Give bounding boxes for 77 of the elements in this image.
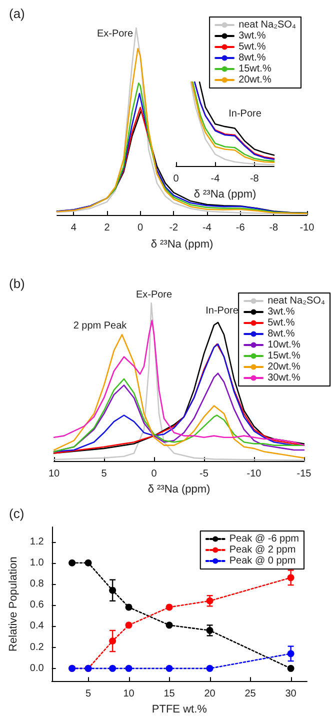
point: [84, 559, 92, 566]
x-tick-label: 20: [204, 688, 216, 700]
point: [206, 626, 214, 634]
legend-label: Peak @ -6 ppm: [229, 534, 299, 544]
x-tick-label: 10: [48, 468, 60, 480]
chart-title: (c): [9, 506, 24, 521]
x-tick-label: -4: [210, 174, 220, 185]
annotation: In-Pore: [206, 306, 239, 316]
point: [109, 637, 116, 644]
point: [109, 664, 116, 672]
legend-label: neat Na₂SO₄: [238, 20, 296, 30]
x-tick-label: -10: [246, 468, 262, 480]
point: [166, 604, 173, 611]
legend-label: 15wt.%: [268, 350, 300, 362]
y-tick-label: 1.0: [30, 557, 44, 568]
point: [287, 650, 294, 658]
legend-label: 5wt.%: [238, 42, 266, 52]
x-tick-label: -2: [169, 222, 179, 234]
legend-label: Peak @ 0 ppm: [229, 556, 296, 566]
point: [125, 622, 132, 629]
x-tick-label: -4: [202, 222, 212, 234]
legend-label: 3wt.%: [268, 306, 295, 318]
annotation: 2 ppm Peak: [73, 320, 128, 332]
x-tick-label: 15: [164, 688, 176, 700]
point: [166, 622, 173, 629]
legend-label: 15wt.%: [238, 64, 272, 74]
x-axis-title: δ ²³Na (ppm): [150, 238, 214, 250]
point: [125, 664, 132, 672]
text: Ex-Pore: [136, 290, 172, 300]
x-tick-label: -15: [296, 468, 312, 480]
point: [125, 604, 132, 611]
x-tick-label: 30: [285, 688, 297, 700]
x-tick-label: 25: [244, 688, 256, 700]
y-tick-label: 0.2: [30, 642, 44, 653]
point: [206, 597, 214, 604]
legend-label: 10wt.%: [268, 340, 300, 350]
point: [287, 574, 294, 582]
legend-label: 5wt.%: [268, 318, 295, 328]
x-tick-label: 0: [138, 222, 144, 234]
x-tick-label: 0: [151, 468, 158, 480]
point: [287, 664, 294, 672]
chart-title: (b): [9, 276, 25, 291]
x-tick-label: 10: [123, 688, 135, 700]
y-tick-label: 1.2: [30, 536, 44, 548]
x-axis-title: δ ²³Na (ppm): [194, 188, 256, 200]
x-tick-label: 0: [173, 174, 180, 185]
x-tick-label: -5: [200, 468, 209, 480]
chart-title: (a): [9, 6, 25, 21]
x-tick-label: 4: [70, 222, 77, 234]
x-tick-label: 2: [104, 222, 110, 234]
legend-label: 20wt.%: [238, 74, 272, 86]
y-axis-title: Relative Population: [8, 556, 20, 652]
legend-label: neat Na₂SO₄: [268, 296, 325, 306]
y-tick-label: 0.8: [30, 578, 44, 590]
x-tick-label: -8: [269, 222, 279, 234]
x-tick-label: -8: [250, 174, 260, 185]
legend-label: 20wt.%: [268, 362, 300, 372]
annotation: In-Pore: [228, 108, 262, 120]
y-tick-label: 0.0: [30, 662, 44, 674]
point: [109, 586, 116, 594]
point: [206, 664, 214, 672]
x-tick-label: -10: [300, 222, 315, 234]
legend-label: 8wt.%: [238, 52, 266, 64]
annotation: Ex-Pore: [96, 28, 134, 40]
x-tick-label: 5: [85, 688, 92, 700]
legend-label: Peak @ 2 ppm: [229, 544, 296, 556]
legend-label: 3wt.%: [238, 30, 266, 42]
legend-label: 30wt.%: [268, 372, 300, 384]
x-axis-title: δ ²³Na (ppm): [148, 484, 210, 496]
legend-label: 8wt.%: [268, 328, 295, 340]
point: [166, 664, 173, 672]
x-axis-title: PTFE wt.%: [152, 704, 208, 716]
point: [68, 559, 76, 566]
y-tick-label: 0.4: [30, 620, 44, 632]
x-tick-label: -6: [236, 222, 246, 234]
x-tick-label: 5: [101, 468, 108, 480]
y-tick-label: 0.6: [30, 600, 44, 611]
